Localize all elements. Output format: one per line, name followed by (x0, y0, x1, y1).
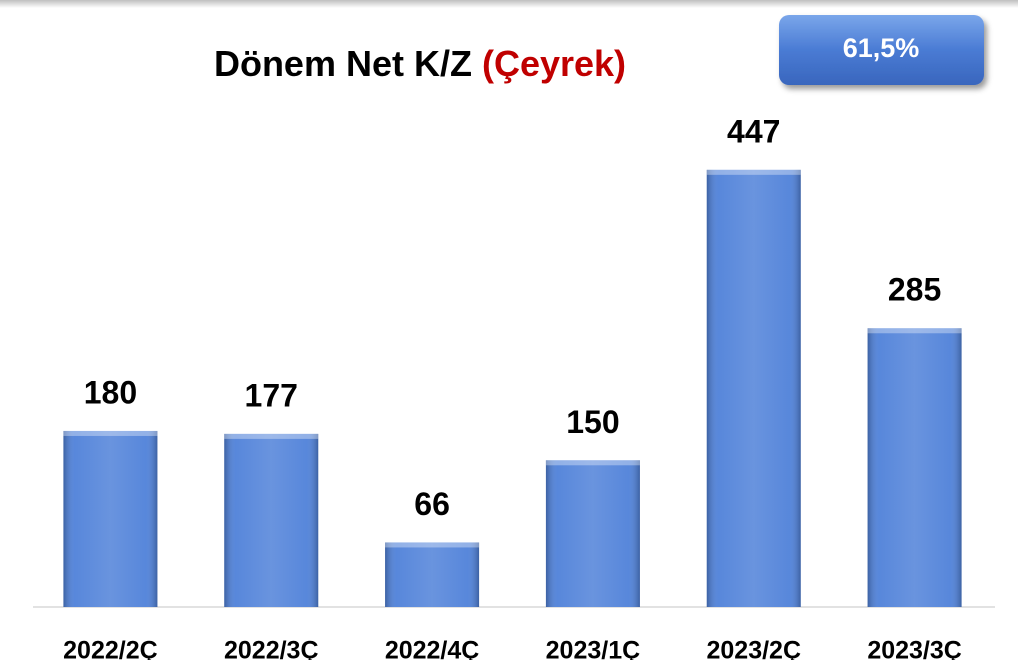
x-tick-label: 2022/4Ç (385, 637, 480, 660)
bar (385, 542, 480, 607)
bar-bevel (545, 460, 640, 466)
bar (867, 328, 962, 607)
bar (706, 169, 801, 608)
title-suffix: (Çeyrek) (482, 43, 626, 84)
bar (545, 460, 640, 607)
x-tick-label: 2022/2Ç (63, 637, 158, 660)
value-label: 180 (84, 374, 137, 410)
value-label: 285 (888, 272, 941, 308)
bar-bevel (385, 542, 480, 548)
bar (224, 433, 319, 607)
badge-text: 61,5% (843, 33, 920, 63)
x-tick-label: 2023/3Ç (867, 637, 962, 660)
bar (63, 430, 158, 607)
x-tick-label: 2023/2Ç (706, 637, 801, 660)
bar-bevel (706, 169, 801, 175)
title-main: Dönem Net K/Z (214, 43, 472, 84)
value-label: 66 (414, 486, 450, 522)
value-label: 447 (727, 113, 780, 149)
chart-title: Dönem Net K/Z (Çeyrek) (214, 43, 626, 84)
top-border (0, 0, 1018, 8)
bar-bevel (867, 328, 962, 334)
bar-bevel (224, 433, 319, 439)
value-label: 150 (566, 404, 619, 440)
bar-bevel (63, 430, 158, 436)
x-tick-label: 2022/3Ç (224, 637, 319, 660)
value-label: 177 (245, 377, 298, 413)
x-tick-label: 2023/1Ç (546, 637, 641, 660)
badge (779, 15, 984, 85)
